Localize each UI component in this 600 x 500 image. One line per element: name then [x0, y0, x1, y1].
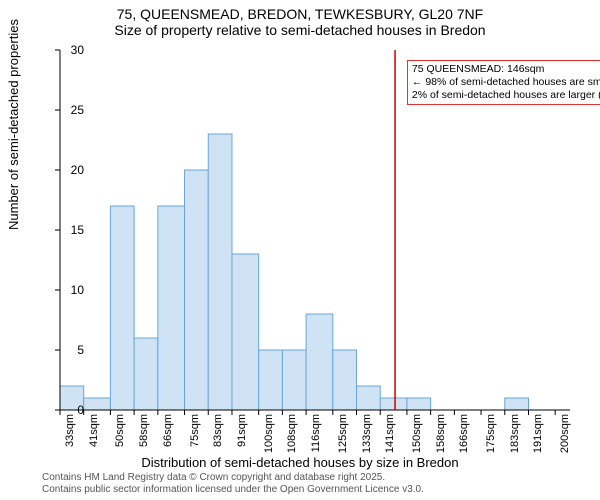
x-tick-label: 200sqm	[559, 414, 571, 453]
x-tick-label: 50sqm	[114, 414, 126, 447]
title-line-2: Size of property relative to semi-detach…	[0, 22, 600, 38]
x-tick-label: 58sqm	[138, 414, 150, 447]
y-tick-label: 15	[71, 223, 84, 237]
x-tick-label: 183sqm	[509, 414, 521, 453]
y-axis-label: Number of semi-detached properties	[6, 19, 21, 230]
y-tick-label: 10	[71, 283, 84, 297]
x-tick-label: 191sqm	[532, 414, 544, 453]
x-tick-label: 100sqm	[263, 414, 275, 453]
callout-line-2: ← 98% of semi-detached houses are smalle…	[412, 76, 600, 89]
chart-container: 75, QUEENSMEAD, BREDON, TEWKESBURY, GL20…	[0, 0, 600, 500]
x-tick-label: 158sqm	[435, 414, 447, 453]
x-tick-label: 108sqm	[286, 414, 298, 453]
x-tick-label: 91sqm	[236, 414, 248, 447]
x-tick-label: 166sqm	[458, 414, 470, 453]
histogram-bar	[110, 206, 134, 410]
histogram-bar	[357, 386, 381, 410]
x-tick-label: 75sqm	[189, 414, 201, 447]
histogram-bar	[306, 314, 333, 410]
attribution-line-2: Contains public sector information licen…	[42, 484, 424, 496]
x-tick-label: 66sqm	[162, 414, 174, 447]
x-tick-label: 83sqm	[212, 414, 224, 447]
callout-line-1: 75 QUEENSMEAD: 146sqm	[412, 63, 600, 76]
y-tick-label: 20	[71, 163, 84, 177]
x-tick-label: 125sqm	[337, 414, 349, 453]
x-tick-label: 33sqm	[64, 414, 76, 447]
histogram-bar	[185, 170, 209, 410]
attribution-line-1: Contains HM Land Registry data © Crown c…	[42, 472, 424, 484]
x-axis-label: Distribution of semi-detached houses by …	[0, 455, 600, 470]
histogram-bar	[407, 398, 431, 410]
callout-box: 75 QUEENSMEAD: 146sqm ← 98% of semi-deta…	[407, 60, 600, 105]
x-tick-label: 175sqm	[485, 414, 497, 453]
y-tick-label: 5	[77, 343, 84, 357]
histogram-bar	[333, 350, 357, 410]
title-line-1: 75, QUEENSMEAD, BREDON, TEWKESBURY, GL20…	[0, 6, 600, 22]
x-tick-label: 116sqm	[310, 414, 322, 452]
histogram-bar	[505, 398, 529, 410]
callout-line-3: 2% of semi-detached houses are larger (2…	[412, 89, 600, 102]
x-tick-label: 141sqm	[384, 414, 396, 453]
x-tick-label: 41sqm	[88, 414, 100, 447]
x-tick-label: 133sqm	[361, 414, 373, 453]
histogram-bar	[158, 206, 185, 410]
attribution: Contains HM Land Registry data © Crown c…	[42, 472, 424, 496]
y-tick-label: 0	[77, 403, 84, 417]
histogram-bar	[84, 398, 111, 410]
histogram-bar	[232, 254, 259, 410]
histogram-bar	[208, 134, 232, 410]
title-block: 75, QUEENSMEAD, BREDON, TEWKESBURY, GL20…	[0, 0, 600, 38]
histogram-bar	[259, 350, 283, 410]
histogram-bar	[134, 338, 158, 410]
x-tick-label: 150sqm	[411, 414, 423, 453]
y-tick-label: 30	[71, 43, 84, 57]
histogram-bar	[380, 398, 407, 410]
y-tick-label: 25	[71, 103, 84, 117]
histogram-bar	[282, 350, 306, 410]
